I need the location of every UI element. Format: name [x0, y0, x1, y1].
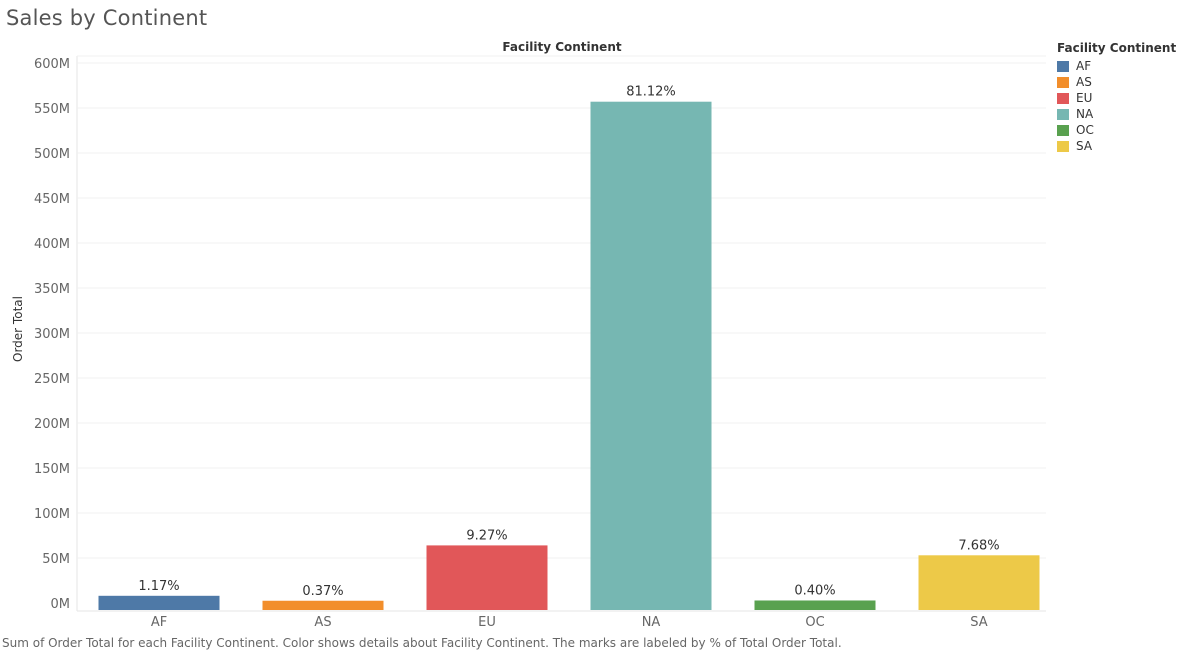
legend-swatch: [1057, 76, 1069, 88]
legend-item-af[interactable]: AF: [1057, 58, 1176, 74]
legend-swatch: [1057, 92, 1069, 104]
legend-label: AS: [1076, 75, 1092, 89]
y-tick-label: 450M: [34, 192, 70, 207]
x-tick-label: OC: [805, 615, 824, 630]
y-tick-label: 300M: [34, 327, 70, 342]
legend-item-sa[interactable]: SA: [1057, 138, 1176, 154]
legend-item-as[interactable]: AS: [1057, 74, 1176, 90]
bar-af: [98, 595, 220, 610]
legend-label: OC: [1076, 123, 1094, 137]
legend-label: NA: [1076, 107, 1094, 121]
column-header: Facility Continent: [502, 40, 622, 54]
y-tick-label: 50M: [42, 552, 70, 567]
x-tick-label: EU: [478, 615, 496, 630]
bar-label-na: 81.12%: [626, 85, 676, 100]
bar-na: [590, 101, 712, 610]
y-tick-label: 100M: [34, 507, 70, 522]
legend-swatch: [1057, 108, 1069, 120]
y-tick-label: 600M: [34, 57, 70, 72]
x-tick-label: SA: [970, 615, 987, 630]
legend-item-eu[interactable]: EU: [1057, 90, 1176, 106]
bar-as: [262, 600, 384, 610]
grid-lines: [76, 55, 1046, 612]
x-tick-label: AF: [151, 615, 167, 630]
legend: Facility Continent AF AS EU NA OC SA: [1057, 41, 1176, 154]
legend-label: EU: [1076, 91, 1093, 105]
legend-swatch: [1057, 124, 1069, 136]
y-axis-ticks: 0M 50M 100M 150M 200M 250M 300M 350M 400M 450M 500…: [34, 57, 70, 612]
legend-label: SA: [1076, 139, 1093, 153]
x-tick-label: NA: [642, 615, 661, 630]
legend-label: AF: [1076, 59, 1092, 73]
bar-eu: [426, 545, 548, 610]
y-tick-label: 0M: [51, 597, 71, 612]
x-axis-ticks: AF AS EU NA OC SA: [151, 615, 988, 630]
y-tick-label: 200M: [34, 417, 70, 432]
chart-caption: Sum of Order Total for each Facility Con…: [2, 636, 842, 650]
bar-sa: [918, 555, 1040, 610]
legend-swatch: [1057, 140, 1069, 152]
bar-oc: [754, 600, 876, 610]
y-tick-label: 400M: [34, 237, 70, 252]
x-tick-label: AS: [314, 615, 331, 630]
y-tick-label: 150M: [34, 462, 70, 477]
bar-label-oc: 0.40%: [794, 583, 835, 598]
y-tick-label: 500M: [34, 147, 70, 162]
legend-title: Facility Continent: [1057, 41, 1177, 55]
legend-item-na[interactable]: NA: [1057, 106, 1176, 122]
y-tick-label: 250M: [34, 372, 70, 387]
chart-title: Sales by Continent: [6, 6, 208, 30]
bar-label-sa: 7.68%: [958, 538, 999, 553]
bars: [98, 101, 1040, 610]
y-tick-label: 350M: [34, 282, 70, 297]
bar-label-as: 0.37%: [302, 584, 343, 599]
bar-label-eu: 9.27%: [466, 528, 507, 543]
legend-swatch: [1057, 60, 1069, 72]
legend-item-oc[interactable]: OC: [1057, 122, 1176, 138]
bar-label-af: 1.17%: [138, 579, 179, 594]
y-tick-label: 550M: [34, 102, 70, 117]
bar-labels: 1.17% 0.37% 9.27% 81.12% 0.40% 7.68%: [138, 85, 999, 599]
